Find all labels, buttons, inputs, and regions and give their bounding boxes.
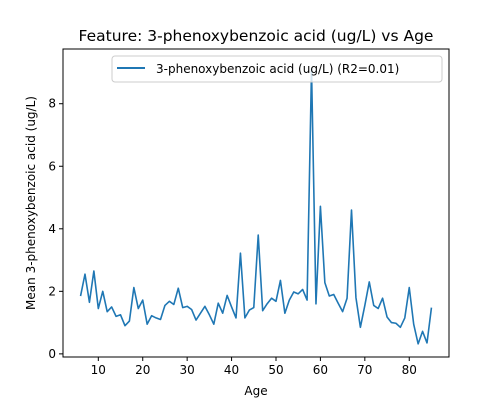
- x-tick-label: 80: [402, 363, 417, 377]
- x-tick-label: 20: [135, 363, 150, 377]
- plot-frame: [62, 48, 450, 358]
- legend-box: [111, 55, 443, 83]
- x-tick-label: 10: [91, 363, 106, 377]
- y-axis-label: Mean 3-phenoxybenzoic acid (ug/L): [24, 96, 38, 310]
- x-tick-label: 70: [357, 363, 372, 377]
- y-tick-label: 8: [48, 97, 56, 111]
- x-tick-label: 50: [268, 363, 283, 377]
- plot-area: 10 20 30 40 50 60 70 80 0 2 4 6 8: [48, 48, 450, 377]
- x-tick-label: 30: [180, 363, 195, 377]
- series-layer: [79, 67, 433, 345]
- x-tick-label: 40: [224, 363, 239, 377]
- y-tick-label: 0: [48, 347, 56, 361]
- legend-label: 3-phenoxybenzoic acid (ug/L) (R2=0.01): [156, 62, 399, 76]
- y-tick-label: 4: [48, 222, 56, 236]
- x-axis: 10 20 30 40 50 60 70 80: [91, 357, 417, 377]
- y-tick-label: 2: [48, 284, 56, 298]
- legend: 3-phenoxybenzoic acid (ug/L) (R2=0.01): [111, 55, 443, 83]
- series-line: [79, 67, 433, 345]
- y-axis: 0 2 4 6 8: [48, 97, 63, 361]
- x-axis-label: Age: [244, 384, 267, 398]
- y-tick-label: 6: [48, 159, 56, 173]
- x-tick-label: 60: [313, 363, 328, 377]
- chart-title: Feature: 3-phenoxybenzoic acid (ug/L) vs…: [79, 27, 434, 45]
